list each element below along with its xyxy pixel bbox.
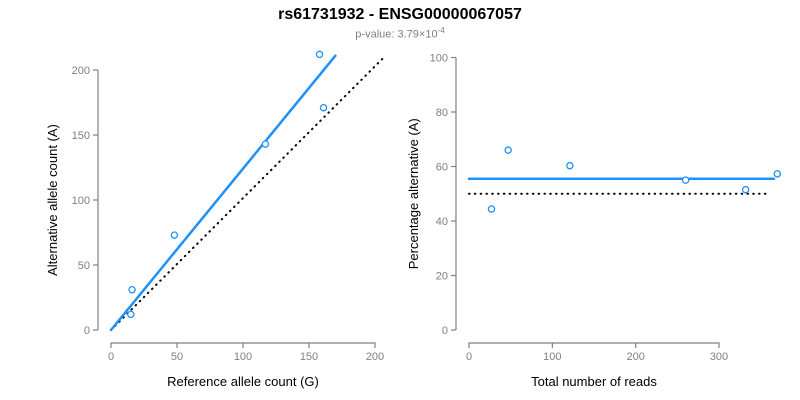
data-point	[504, 146, 512, 154]
data-point	[681, 176, 690, 184]
y-tick-label: 100	[430, 53, 448, 65]
data-point	[261, 140, 270, 148]
x-tick-label: 150	[300, 351, 318, 363]
x-tick-label: 200	[366, 351, 384, 363]
y-tick-label: 40	[436, 216, 448, 228]
y-tick-label: 200	[72, 65, 90, 77]
x-tick-label: 200	[626, 351, 644, 363]
y-tick-label: 20	[436, 271, 448, 283]
data-point	[319, 103, 328, 112]
y-tick-label: 50	[78, 260, 90, 272]
reference-dotted-line	[110, 54, 387, 331]
y-axis-label: Percentage alternative (A)	[406, 118, 421, 269]
y-tick-label: 60	[436, 162, 448, 174]
data-point	[741, 185, 750, 194]
data-point	[170, 231, 179, 239]
pvalue-text: p-value: 3.79×10	[355, 28, 438, 41]
data-point	[566, 161, 574, 170]
x-tick-label: 100	[543, 351, 561, 363]
data-point	[773, 170, 782, 178]
x-tick-label: 50	[171, 351, 183, 363]
data-point	[315, 50, 324, 59]
data-point	[127, 310, 135, 319]
fit-line	[109, 54, 337, 332]
plot-subtitle: p-value: 3.79×10-4	[0, 26, 800, 41]
x-tick-label: 300	[710, 351, 728, 363]
y-tick-label: 80	[436, 107, 448, 119]
x-axis-label: Total number of reads	[531, 374, 657, 389]
plot-title: rs61731932 - ENSG00000067057	[278, 6, 522, 23]
x-tick-label: 0	[466, 351, 472, 363]
y-tick-label: 150	[72, 130, 90, 142]
y-tick-label: 0	[84, 325, 90, 337]
x-axis-label: Reference allele count (G)	[167, 374, 319, 389]
y-tick-label: 0	[442, 325, 448, 337]
y-tick-label: 100	[72, 195, 90, 207]
data-point	[128, 285, 136, 294]
x-tick-label: 0	[108, 351, 114, 363]
data-point	[487, 205, 496, 213]
pvalue-exponent: -4	[437, 26, 445, 35]
x-tick-label: 100	[234, 351, 252, 363]
y-axis-label: Alternative allele count (A)	[45, 124, 60, 276]
